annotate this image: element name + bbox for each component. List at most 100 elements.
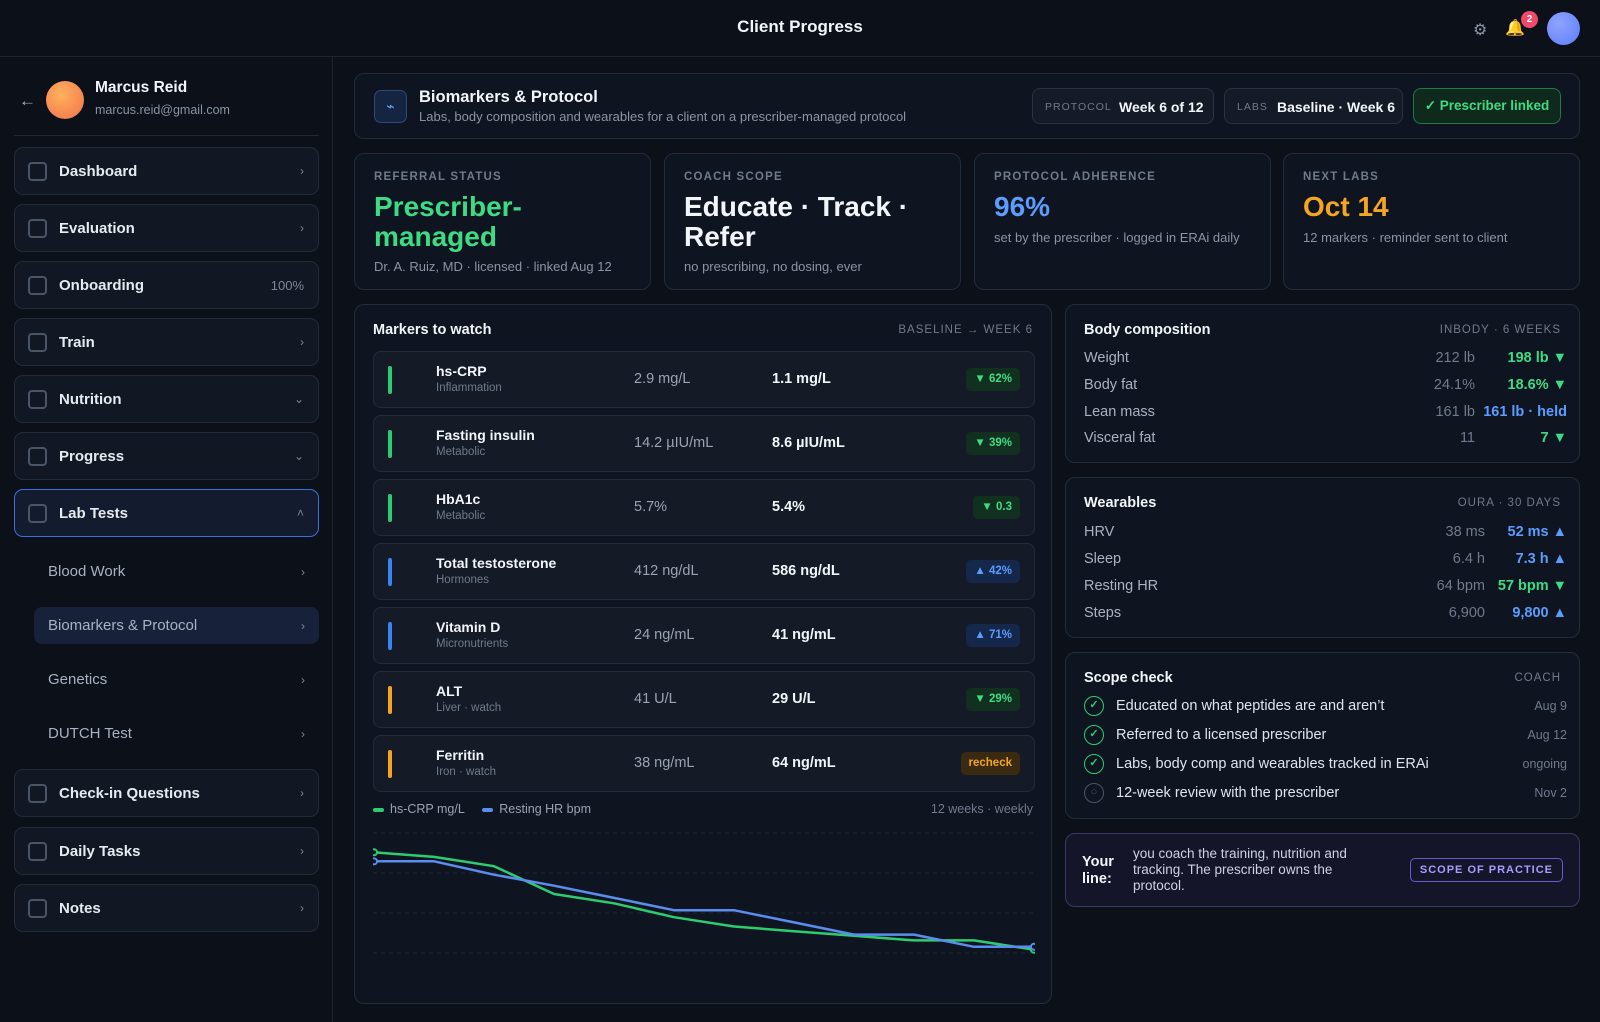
- panel-title: Body composition: [1084, 322, 1211, 338]
- marker-current: 29 U/L: [772, 691, 816, 707]
- sidebar-subitem-biomarkers-protocol[interactable]: Biomarkers & Protocol ›: [34, 607, 319, 644]
- sidebar-item-label: Evaluation: [59, 220, 135, 237]
- sidebar-item-evaluation[interactable]: Evaluation ›: [14, 204, 319, 252]
- marker-row[interactable]: hs-CRP Inflammation 2.9 mg/L 1.1 mg/L ▼ …: [373, 351, 1035, 408]
- avatar[interactable]: [1547, 12, 1580, 45]
- sidebar-item-label: Notes: [59, 900, 101, 917]
- marker-name: hs-CRP: [436, 363, 487, 379]
- metric-current: 18.6% ▼: [1507, 377, 1568, 393]
- stat-label: NEXT LABS: [1303, 171, 1379, 183]
- panel-title: Wearables: [1084, 495, 1157, 511]
- gear-icon[interactable]: ⚙: [1473, 22, 1488, 39]
- stat-referral-status: REFERRAL STATUS Prescriber-managed Dr. A…: [354, 153, 651, 290]
- app-title: Client Progress: [737, 17, 863, 36]
- legend-item-resting-hr: Resting HR bpm: [482, 802, 591, 816]
- scope-check-panel: Scope check COACH ✓ Educated on what pep…: [1065, 652, 1580, 819]
- labs-pill: LABS Baseline · Week 6: [1224, 88, 1403, 124]
- change-badge: ▼ 29%: [966, 688, 1020, 711]
- status-bar: [388, 494, 392, 522]
- prescriber-linked-button[interactable]: ✓ Prescriber linked: [1413, 88, 1561, 124]
- metric-baseline: 6.4 h: [1452, 551, 1485, 567]
- scope-of-practice-badge[interactable]: SCOPE OF PRACTICE: [1409, 858, 1563, 882]
- empty-circle-icon[interactable]: ○: [1084, 783, 1104, 803]
- stat-caption: set by the prescriber · logged in ERAi d…: [994, 230, 1240, 245]
- checklist-date: Aug 12: [1527, 728, 1567, 742]
- marker-row[interactable]: Fasting insulin Metabolic 14.2 µIU/mL 8.…: [373, 415, 1035, 472]
- check-circle-icon[interactable]: ✓: [1084, 725, 1104, 745]
- checkbox[interactable]: [28, 219, 47, 238]
- marker-row[interactable]: HbA1c Metabolic 5.7% 5.4% ▼ 0.3: [373, 479, 1035, 536]
- pill-key: PROTOCOL: [1045, 101, 1112, 113]
- your-line-callout: Your line: you coach the training, nutri…: [1065, 833, 1580, 907]
- legend-label: Resting HR bpm: [499, 802, 591, 816]
- sidebar-subitem-blood-work[interactable]: Blood Work ›: [34, 553, 319, 590]
- metric-row: HRV 38 ms 52 ms ▲: [1084, 524, 1567, 544]
- checkbox[interactable]: [28, 390, 47, 409]
- checklist-item[interactable]: ○ 12-week review with the prescriber Nov…: [1084, 783, 1567, 805]
- legend-label: hs-CRP mg/L: [390, 802, 465, 816]
- stat-caption: no prescribing, no dosing, ever: [684, 259, 862, 274]
- checkbox[interactable]: [28, 276, 47, 295]
- marker-baseline: 412 ng/dL: [634, 563, 699, 579]
- sidebar-item-label: Train: [59, 334, 95, 351]
- stat-coach-scope: COACH SCOPE Educate · Track · Refer no p…: [664, 153, 961, 290]
- page-subtitle: Labs, body composition and wearables for…: [419, 109, 907, 124]
- checkbox[interactable]: [28, 842, 47, 861]
- marker-row[interactable]: Vitamin D Micronutrients 24 ng/mL 41 ng/…: [373, 607, 1035, 664]
- status-bar: [388, 622, 392, 650]
- sidebar-item-notes[interactable]: Notes ›: [14, 884, 319, 932]
- sidebar-item-dashboard[interactable]: Dashboard ›: [14, 147, 319, 195]
- checkbox[interactable]: [28, 162, 47, 181]
- sidebar-item-label: Biomarkers & Protocol: [48, 617, 198, 634]
- marker-category: Metabolic: [436, 510, 486, 522]
- checkbox[interactable]: [28, 784, 47, 803]
- sidebar-item-onboarding[interactable]: Onboarding 100%: [14, 261, 319, 309]
- sidebar-item-nutrition[interactable]: Nutrition ⌄: [14, 375, 319, 423]
- checkbox[interactable]: [28, 504, 47, 523]
- marker-row[interactable]: Total testosterone Hormones 412 ng/dL 58…: [373, 543, 1035, 600]
- metric-current: 9,800 ▲: [1512, 605, 1567, 621]
- stat-caption: 12 markers · reminder sent to client: [1303, 230, 1508, 245]
- chevron-up-icon: ˄: [296, 506, 304, 520]
- metric-baseline: 11: [1459, 430, 1475, 446]
- sidebar-item-lab-tests[interactable]: Lab Tests ˄: [14, 489, 319, 537]
- metric-label: HRV: [1084, 524, 1115, 540]
- checkbox[interactable]: [28, 899, 47, 918]
- checklist-item[interactable]: ✓ Educated on what peptides are and aren…: [1084, 696, 1567, 718]
- bell-icon[interactable]: 🔔: [1505, 20, 1525, 37]
- check-circle-icon[interactable]: ✓: [1084, 696, 1104, 716]
- checkbox[interactable]: [28, 333, 47, 352]
- metric-label: Resting HR: [1084, 578, 1159, 594]
- marker-name: HbA1c: [436, 491, 481, 507]
- checklist-item[interactable]: ✓ Labs, body comp and wearables tracked …: [1084, 754, 1567, 776]
- panel-tag: INBODY · 6 WEEKS: [1439, 324, 1561, 336]
- sidebar-item-progress[interactable]: Progress ⌄: [14, 432, 319, 480]
- wearables-panel: Wearables OURA · 30 DAYS HRV 38 ms 52 ms…: [1065, 477, 1580, 638]
- marker-baseline: 5.7%: [634, 499, 668, 515]
- checklist-item[interactable]: ✓ Referred to a licensed prescriber Aug …: [1084, 725, 1567, 747]
- sidebar-item-label: Blood Work: [48, 563, 126, 580]
- series-line-1: [374, 860, 1034, 949]
- sidebar-item-train[interactable]: Train ›: [14, 318, 319, 366]
- arrow-left-icon[interactable]: ←: [19, 91, 36, 110]
- stat-next-labs: NEXT LABS Oct 14 12 markers · reminder s…: [1283, 153, 1580, 290]
- sidebar-item-daily-tasks[interactable]: Daily Tasks ›: [14, 827, 319, 875]
- stat-protocol-adherence: PROTOCOL ADHERENCE 96% set by the prescr…: [974, 153, 1271, 290]
- marker-row[interactable]: Ferritin Iron · watch 38 ng/mL 64 ng/mL …: [373, 735, 1035, 792]
- check-circle-icon[interactable]: ✓: [1084, 754, 1104, 774]
- sidebar-subitem-genetics[interactable]: Genetics ›: [34, 661, 319, 698]
- marker-name: Fasting insulin: [436, 427, 535, 443]
- checklist-text: Referred to a licensed prescriber: [1116, 727, 1327, 743]
- protocol-pill: PROTOCOL Week 6 of 12: [1032, 88, 1214, 124]
- status-bar: [388, 366, 392, 394]
- divider: [14, 135, 319, 136]
- marker-row[interactable]: ALT Liver · watch 41 U/L 29 U/L ▼ 29%: [373, 671, 1035, 728]
- status-bar: [388, 750, 392, 778]
- change-badge: ▼ 62%: [966, 368, 1020, 391]
- marker-current: 64 ng/mL: [772, 755, 836, 771]
- checkbox[interactable]: [28, 447, 47, 466]
- sidebar-item-check-in-questions[interactable]: Check-in Questions ›: [14, 769, 319, 817]
- sidebar-subitem-dutch-test[interactable]: DUTCH Test ›: [34, 715, 319, 752]
- series-line-0: [373, 851, 1035, 951]
- progress-percent: 100%: [270, 278, 304, 293]
